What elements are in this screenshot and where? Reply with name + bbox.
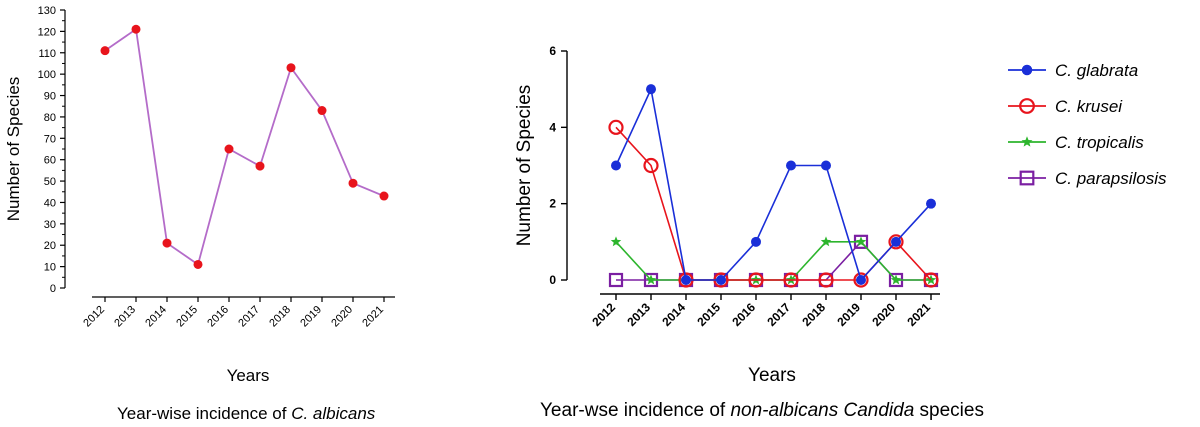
- y-tick-label: 130: [38, 5, 56, 17]
- x-tick-label: 2013: [624, 300, 653, 329]
- c-glabrata-point: [856, 275, 866, 285]
- non-albicans-caption-suffix: species: [914, 400, 984, 421]
- c-parapsilosis-series: [608, 234, 939, 288]
- albicans-point: [100, 46, 110, 56]
- y-tick-label: 60: [44, 155, 56, 167]
- c-krusei-point: [853, 272, 869, 288]
- c-krusei-point: [923, 272, 939, 288]
- c-glabrata-line: [615, 86, 932, 282]
- y-tick-label: 110: [38, 48, 56, 60]
- y-tick-label: 90: [44, 91, 56, 103]
- albicans-point: [193, 259, 203, 269]
- c-glabrata-series: [611, 84, 936, 285]
- c-tropicalis-point: [820, 236, 832, 247]
- y-tick-label: 40: [44, 197, 56, 209]
- albicans-caption: Year-wise incidence of C. albicans: [117, 404, 375, 424]
- y-tick-label: 30: [44, 219, 56, 231]
- y-tick-label: 100: [38, 69, 56, 81]
- albicans-caption-prefix: Year-wise incidence of: [117, 404, 292, 423]
- c-glabrata-point: [786, 160, 796, 171]
- c-glabrata-point: [716, 275, 726, 285]
- c-glabrata-point: [891, 236, 901, 247]
- c-tropicalis-point: [890, 274, 902, 285]
- y-tick-label: 10: [44, 262, 56, 274]
- albicans-point: [131, 24, 141, 34]
- y-tick-label: 0: [549, 273, 556, 287]
- c-krusei-point: [818, 272, 834, 288]
- x-tick-label: 2016: [729, 300, 758, 329]
- legend-label-c-parapsilosis: C. parapsilosis: [1055, 169, 1167, 188]
- x-tick-label: 2012: [589, 300, 618, 329]
- albicans-point: [379, 191, 389, 201]
- c-glabrata-point: [611, 160, 621, 171]
- y-tick-label: 80: [44, 112, 56, 124]
- y-tick-label: 2: [549, 197, 556, 211]
- legend: C. glabrata C. krusei C. tropicalis C. para…: [1008, 61, 1167, 188]
- legend-label-c-tropicalis: C. tropicalis: [1055, 133, 1144, 152]
- c-krusei-point: [643, 157, 659, 174]
- albicans-caption-italic: C. albicans: [291, 404, 376, 423]
- y-axis-label: Number of Species: [4, 77, 23, 222]
- y-tick-label: 120: [38, 26, 56, 38]
- c-tropicalis-series: [610, 236, 937, 285]
- c-glabrata-point: [926, 198, 936, 209]
- x-tick-label: 2015: [694, 300, 723, 329]
- albicans-point: [317, 106, 327, 116]
- c-krusei-point: [783, 272, 799, 288]
- albicans-point: [348, 178, 358, 188]
- c-tropicalis-point: [645, 274, 657, 285]
- y-tick-label: 70: [44, 133, 56, 145]
- legend-marker-c-glabrata: [1021, 64, 1033, 76]
- non-albicans-chart: 0 2 4 6 2012 2013 2014 2015 2016 2017 2018 2019 2020…: [514, 44, 1167, 386]
- non-albicans-caption: Year-wse incidence of non-albicans Candi…: [540, 400, 984, 422]
- y-tick-label: 50: [44, 176, 56, 188]
- legend-marker-c-parapsilosis: [1019, 170, 1035, 186]
- c-krusei-point: [888, 234, 904, 250]
- albicans-point: [255, 161, 265, 171]
- y-tick-label: 6: [549, 44, 556, 58]
- y-tick-label: 4: [549, 120, 556, 134]
- legend-marker-c-krusei: [1019, 98, 1035, 114]
- albicans-point: [286, 63, 296, 73]
- c-krusei-point: [748, 272, 764, 288]
- c-tropicalis-point: [610, 236, 622, 247]
- x-tick-label: 2019: [834, 300, 863, 329]
- non-albicans-caption-prefix: Year-wse incidence of: [540, 400, 731, 421]
- x-tick-label: 2018: [799, 300, 828, 329]
- x-axis-label: Years: [748, 365, 796, 386]
- y-tick-label: 20: [44, 240, 56, 252]
- c-glabrata-point: [681, 275, 691, 285]
- legend-label-c-krusei: C. krusei: [1055, 97, 1123, 116]
- c-glabrata-point: [821, 160, 831, 171]
- legend-marker-c-tropicalis: [1021, 136, 1033, 147]
- non-albicans-caption-italic: non-albicans Candida: [730, 400, 915, 421]
- x-tick-label: 2021: [904, 300, 933, 329]
- legend-label-c-glabrata: C. glabrata: [1055, 61, 1138, 80]
- x-tick-label: 2017: [764, 300, 793, 329]
- y-axis-label: Number of Species: [514, 85, 535, 247]
- y-tick-label: 0: [50, 283, 56, 295]
- albicans-series-line: [104, 27, 385, 266]
- albicans-point: [162, 238, 172, 248]
- x-tick-label: 2014: [659, 300, 688, 329]
- c-glabrata-point: [646, 84, 656, 95]
- c-glabrata-point: [751, 236, 761, 247]
- c-parapsilosis-point: [608, 272, 624, 288]
- c-tropicalis-point: [855, 236, 867, 247]
- c-parapsilosis-line: [616, 240, 931, 281]
- c-tropicalis-line: [615, 241, 931, 281]
- x-tick-label: 2020: [869, 300, 898, 329]
- albicans-point: [224, 144, 234, 154]
- c-krusei-point: [608, 119, 624, 135]
- x-axis-label: Years: [227, 366, 270, 385]
